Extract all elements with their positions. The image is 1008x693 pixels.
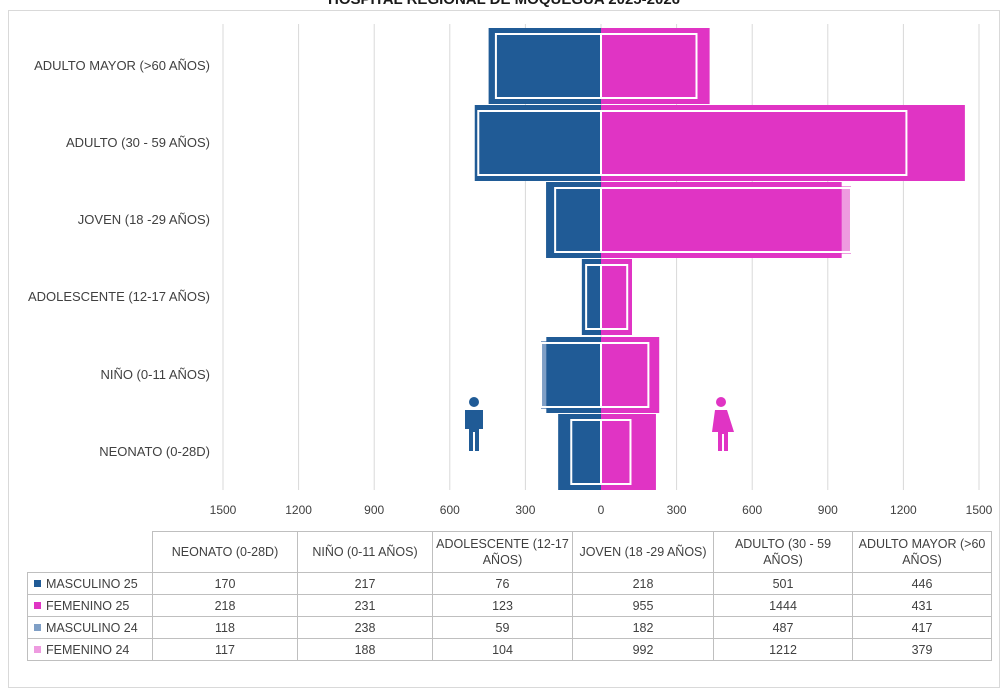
table-cell: 188 [297,638,433,661]
data-table: NEONATO (0-28D) NIÑO (0-11 AÑOS) ADOLESCEN… [27,531,992,661]
table-cell: 1444 [713,594,853,617]
table-cell: 1212 [713,638,853,661]
x-tick-label: 1200 [890,503,917,517]
legend-swatch [34,645,41,653]
bar-masculino-25 [581,259,601,335]
legend-swatch [34,579,41,587]
bar-femenino-25 [601,28,710,104]
bar-femenino-25 [601,414,656,490]
table-cell: 218 [572,572,714,595]
x-tick-label: 600 [742,503,763,517]
bar-masculino-25 [474,105,601,181]
x-tick-label: 600 [439,503,460,517]
table-cell: 431 [852,594,992,617]
table-header: NEONATO (0-28D) [152,531,298,573]
table-cell: 487 [713,616,853,639]
legend-entry: FEMENINO 25 [27,594,153,617]
category-label: JOVEN (18 -29 AÑOS) [77,212,210,227]
table-row: MASCULINO 24 118 238 59 182 487 417 [27,616,992,639]
table-cell: 218 [152,594,298,617]
legend-entry: FEMENINO 24 [27,638,153,661]
bar-femenino-25 [601,105,965,181]
bar-masculino-25 [546,337,601,413]
chart-title: HOSPITAL REGIONAL DE MOQUEGUA 2025-2026 [0,0,1008,8]
table-cell: 182 [572,616,714,639]
table-cell: 76 [432,572,573,595]
marker-femenino-24 [600,419,632,485]
legend-entry: MASCULINO 25 [27,572,153,595]
marker-femenino-24 [600,33,698,99]
x-tick-label: 1500 [209,503,237,517]
x-tick-label: 900 [817,503,838,517]
marker-femenino-24 [600,342,650,408]
x-tick-label: 1200 [285,503,312,517]
x-tick-label: 300 [515,503,536,517]
male-person-icon [465,397,483,451]
table-cell: 123 [432,594,573,617]
table-cell: 501 [713,572,853,595]
marker-femenino-24 [600,264,629,330]
table-cell: 231 [297,594,433,617]
category-label: NIÑO (0-11 AÑOS) [100,367,210,382]
table-cell: 117 [152,638,298,661]
female-person-icon [712,397,734,451]
pyramid-chart [222,24,980,490]
bar-femenino-25 [601,182,842,258]
table-header: ADULTO MAYOR (>60 AÑOS) [852,531,992,573]
table-cell: 238 [297,616,433,639]
table-cell: 217 [297,572,433,595]
x-tick-label: 1500 [965,503,993,517]
bar-femenino-25 [601,337,660,413]
table-cell: 446 [852,572,992,595]
table-cell: 118 [152,616,298,639]
legend-swatch [34,623,41,631]
legend-swatch [34,601,41,609]
table-cell: 955 [572,594,714,617]
table-cell: 417 [852,616,992,639]
table-cell: 992 [572,638,714,661]
category-label: ADULTO MAYOR (>60 AÑOS) [34,58,210,73]
table-row: FEMENINO 24 117 188 104 992 1212 379 [27,638,992,661]
category-label: ADULTO (30 - 59 AÑOS) [65,135,210,150]
x-tick-label: 300 [666,503,687,517]
legend-entry: MASCULINO 24 [27,616,153,639]
x-tick-label: 0 [597,503,605,517]
x-tick-label: 900 [364,503,385,517]
table-header: NIÑO (0-11 AÑOS) [297,531,433,573]
table-cell: 59 [432,616,573,639]
bar-masculino-25 [488,28,601,104]
table-row: MASCULINO 25 170 217 76 218 501 446 [27,572,992,595]
bar-masculino-25 [558,414,601,490]
table-cell: 170 [152,572,298,595]
marker-femenino-24 [600,110,908,176]
category-label: NEONATO (0-28D) [99,444,210,459]
table-header: ADULTO (30 - 59 AÑOS) [713,531,853,573]
table-row: FEMENINO 25 218 231 123 955 1444 431 [27,594,992,617]
table-header: JOVEN (18 -29 AÑOS) [572,531,714,573]
table-header: ADOLESCENTE (12-17 AÑOS) [432,531,573,573]
category-label: ADOLESCENTE (12-17 AÑOS) [27,289,210,304]
table-cell: 104 [432,638,573,661]
table-cell: 379 [852,638,992,661]
marker-femenino-24 [600,187,852,253]
